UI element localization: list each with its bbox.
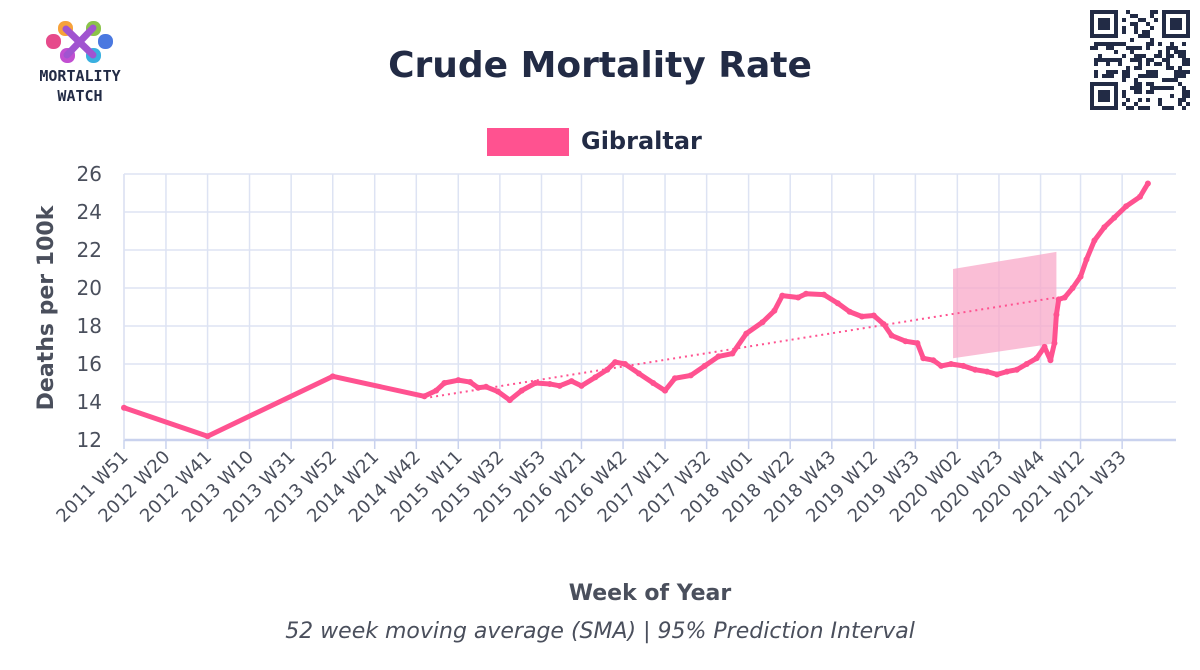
data-point [1041, 343, 1048, 350]
y-tick-label: 18 [77, 314, 102, 338]
data-point [1061, 294, 1068, 301]
data-point [467, 379, 474, 386]
y-tick-label: 20 [77, 276, 102, 300]
data-point [880, 321, 887, 328]
data-point [1144, 180, 1151, 187]
data-point [546, 380, 553, 387]
data-point [687, 372, 694, 379]
data-point [578, 382, 585, 389]
data-point [1053, 311, 1060, 318]
prediction-interval-area [953, 251, 1057, 359]
x-axis-label: Week of Year [569, 581, 732, 606]
data-point [1033, 355, 1040, 362]
data-point [556, 382, 563, 389]
data-point [820, 291, 827, 298]
data-point [635, 370, 642, 377]
data-point [1077, 273, 1084, 280]
data-point [494, 388, 501, 395]
data-point [441, 380, 448, 386]
data-point [779, 292, 786, 299]
data-point [433, 387, 440, 394]
data-point [1055, 296, 1062, 303]
data-point [483, 383, 490, 390]
data-point [532, 380, 539, 386]
y-tick-label: 14 [77, 390, 102, 414]
data-point [421, 393, 428, 400]
data-point [518, 387, 525, 394]
logo-line1: MORTALITY [39, 67, 120, 85]
data-point [1069, 285, 1076, 291]
data-point [1003, 368, 1010, 375]
data-point [121, 404, 127, 411]
data-point [1023, 361, 1030, 367]
data-point [701, 362, 708, 369]
data-point [993, 371, 1000, 378]
data-point [506, 397, 513, 404]
data-point [930, 357, 937, 364]
data-point [858, 313, 865, 320]
data-point [1047, 357, 1054, 364]
data-point [592, 374, 599, 381]
data-point [743, 330, 750, 337]
data-point [846, 308, 853, 315]
chart-subtitle: 52 week moving average (SMA) | 95% Predi… [285, 619, 915, 644]
data-point [1136, 193, 1143, 200]
y-axis-ticks: 12 14 16 18 20 22 24 26 [77, 162, 102, 452]
legend-label: Gibraltar [581, 127, 702, 155]
data-point [759, 319, 766, 326]
data-point [902, 338, 909, 345]
data-point [948, 361, 955, 367]
data-point [960, 362, 967, 369]
data-point [888, 332, 895, 339]
legend: Gibraltar [487, 127, 702, 156]
series-gibraltar [121, 180, 1151, 440]
data-point [1101, 224, 1108, 231]
data-point [604, 366, 611, 373]
y-tick-label: 24 [77, 200, 102, 224]
data-point [1091, 237, 1098, 244]
data-point [204, 433, 211, 440]
chart-title: Crude Mortality Rate [388, 45, 812, 86]
data-point [1111, 214, 1118, 221]
data-point [729, 350, 736, 357]
data-point [920, 355, 927, 362]
data-point [1123, 203, 1130, 210]
data-point [329, 373, 336, 380]
data-point [455, 377, 462, 384]
logo-line2: WATCH [57, 87, 102, 105]
legend-swatch [487, 128, 569, 156]
data-point [475, 384, 482, 391]
y-tick-label: 16 [77, 352, 102, 376]
data-point [662, 387, 669, 394]
logo-icon [46, 21, 113, 63]
data-point [771, 307, 778, 314]
qr-code-icon [1090, 10, 1190, 110]
data-point [671, 375, 678, 382]
grid [123, 173, 1176, 442]
data-point [803, 290, 810, 297]
data-point [1051, 340, 1058, 347]
data-point [612, 359, 619, 366]
data-point [938, 362, 945, 369]
data-point [1013, 366, 1020, 373]
data-point [870, 312, 877, 319]
y-tick-label: 12 [77, 428, 102, 452]
data-point [834, 300, 841, 307]
data-point [650, 380, 657, 386]
data-point [622, 361, 629, 367]
y-tick-label: 26 [77, 162, 102, 186]
prediction-band [953, 251, 1057, 359]
data-point [1083, 256, 1090, 263]
data-point [984, 368, 991, 375]
data-point [568, 378, 575, 385]
data-point [795, 294, 802, 301]
y-axis-label: Deaths per 100k [34, 204, 59, 410]
data-point [914, 340, 921, 347]
y-tick-label: 22 [77, 238, 102, 262]
mortality-watch-logo: MORTALITY WATCH [39, 21, 121, 105]
data-point [972, 366, 979, 373]
data-point [715, 353, 722, 360]
